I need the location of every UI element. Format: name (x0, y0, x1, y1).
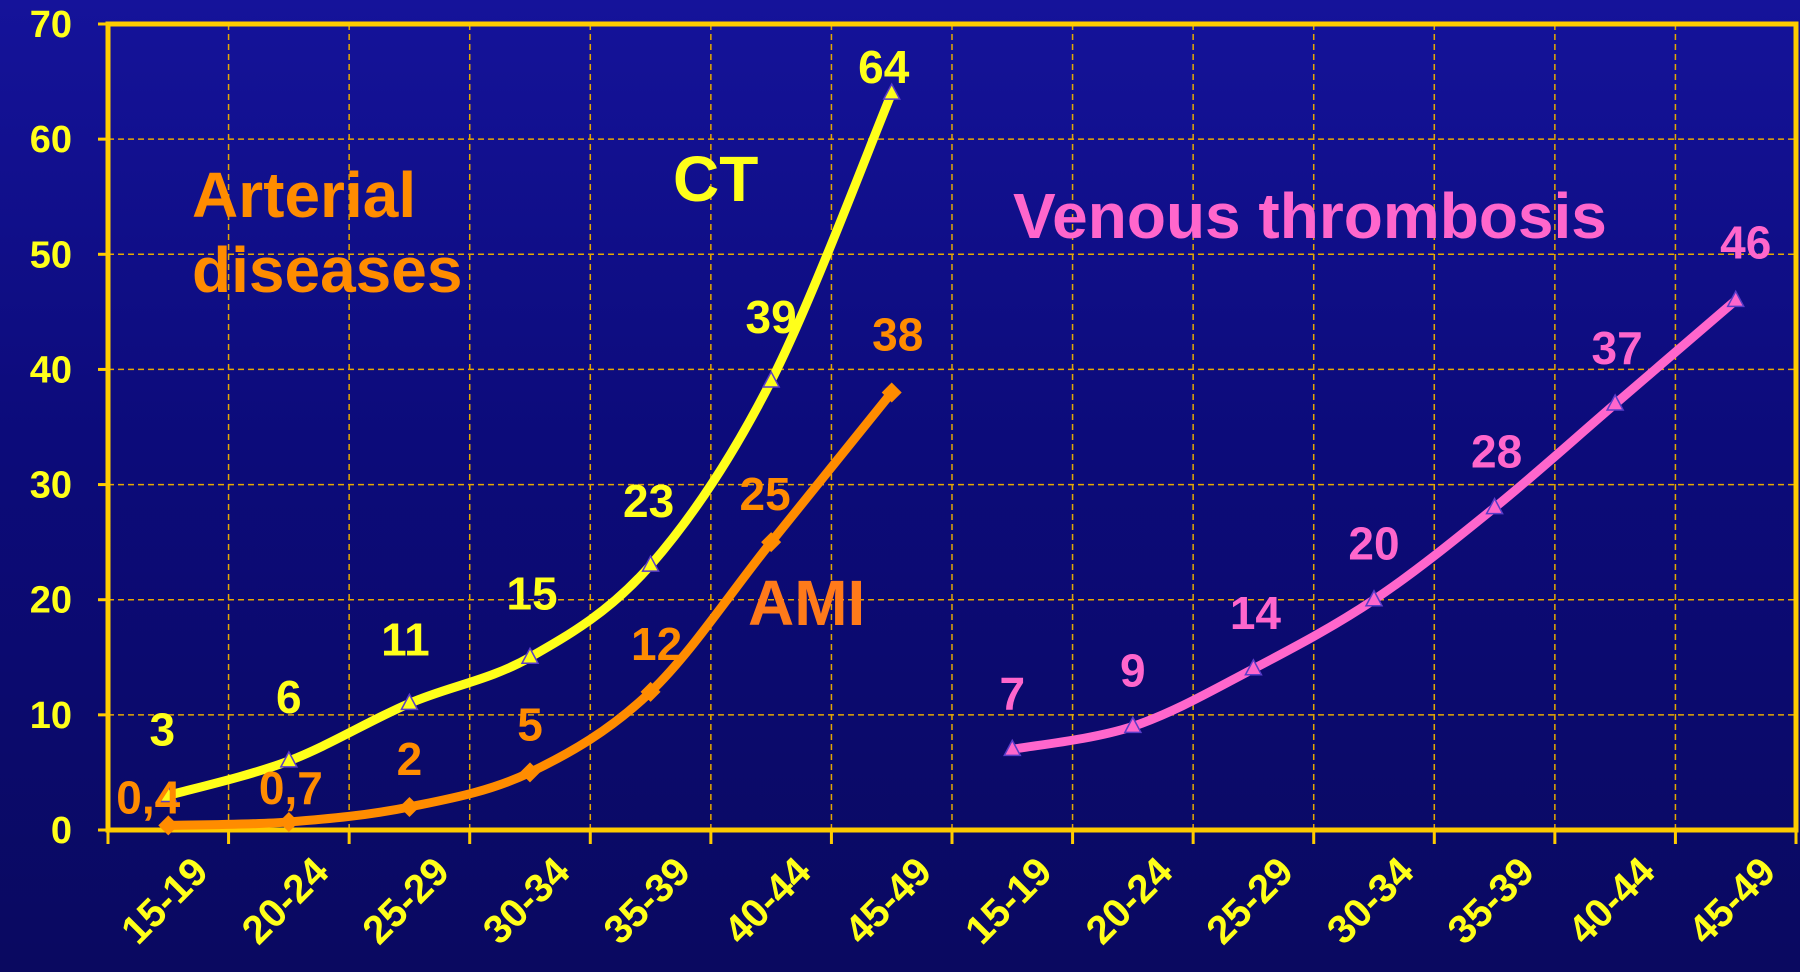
x-tick-label: 20-24 (1078, 849, 1182, 953)
data-label: 9 (1120, 644, 1146, 696)
x-tick-label: 45-49 (837, 849, 940, 952)
data-point (399, 796, 420, 817)
data-label: 11 (381, 613, 430, 665)
y-tick-label: 60 (30, 119, 72, 161)
annotation-ct: CT (673, 143, 758, 215)
data-label: 7 (999, 667, 1025, 719)
data-label: 0,7 (259, 762, 323, 814)
grid (108, 24, 1796, 830)
data-point (1485, 497, 1504, 515)
data-label: 12 (631, 618, 682, 670)
data-label: 23 (623, 475, 674, 527)
y-tick-label: 70 (30, 4, 72, 46)
data-point (520, 646, 540, 665)
data-label: 3 (149, 703, 175, 755)
data-label: 20 (1348, 518, 1399, 570)
annotation-arterial-line2: diseases (192, 234, 462, 306)
y-tick-label: 50 (30, 234, 72, 276)
data-point (761, 532, 782, 553)
y-tick-label: 0 (51, 810, 72, 852)
data-label: 15 (506, 567, 557, 619)
x-tick-label: 25-29 (354, 849, 457, 952)
x-tick-label: 30-34 (475, 849, 579, 953)
x-tick-label: 25-29 (1198, 849, 1301, 952)
data-point (278, 811, 299, 832)
series (158, 82, 1745, 836)
data-point (400, 692, 419, 711)
x-tick-label: 35-39 (595, 849, 698, 952)
data-point (640, 681, 661, 702)
data-label: 28 (1471, 426, 1522, 478)
data-point (1726, 289, 1745, 308)
x-tick-label: 30-34 (1319, 849, 1423, 953)
data-point (1364, 589, 1384, 607)
series-line-ct (163, 88, 897, 800)
data-point (158, 815, 179, 836)
annotation-ami: AMI (748, 567, 865, 639)
y-tick-label: 30 (30, 465, 72, 507)
x-tick-label: 40-44 (716, 849, 820, 953)
x-tick-label: 35-39 (1439, 849, 1542, 952)
data-label: 0,4 (116, 771, 180, 823)
data-point (1244, 658, 1263, 676)
data-point (520, 762, 540, 783)
data-point (1605, 393, 1625, 411)
y-tick-label: 40 (30, 349, 72, 391)
data-label: 2 (397, 733, 423, 785)
data-label: 25 (740, 468, 791, 520)
y-tick-label: 20 (30, 580, 72, 622)
x-tick-label: 15-19 (957, 849, 1060, 952)
data-point (881, 382, 902, 403)
data-label: 37 (1592, 322, 1643, 374)
data-point (761, 370, 781, 388)
data-label: 39 (746, 291, 797, 343)
x-tick-label: 45-49 (1681, 849, 1784, 952)
data-point (641, 554, 660, 572)
data-label: 6 (276, 671, 302, 723)
data-point (279, 750, 299, 768)
annotation-arterial-line1: Arterial (192, 159, 416, 231)
data-label: 14 (1230, 587, 1282, 639)
x-tick-label: 20-24 (234, 849, 338, 953)
data-label: 46 (1720, 216, 1771, 268)
data-point (1123, 715, 1143, 734)
x-tick-label: 15-19 (113, 849, 216, 952)
data-point (159, 784, 178, 803)
data-point (1003, 738, 1022, 757)
y-tick-label: 10 (30, 695, 72, 737)
data-label: 38 (872, 308, 923, 360)
data-point (882, 82, 901, 100)
data-label: 5 (517, 698, 543, 750)
data-label: 64 (858, 41, 910, 93)
x-tick-label: 40-44 (1560, 849, 1664, 953)
annotation-venous-thrombosis: Venous thrombosis (1013, 180, 1607, 252)
